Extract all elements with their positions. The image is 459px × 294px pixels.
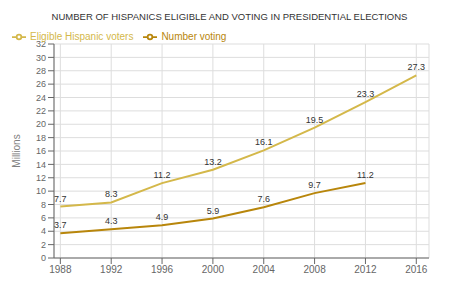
svg-text:26: 26 bbox=[36, 79, 46, 89]
svg-text:1992: 1992 bbox=[100, 264, 123, 275]
svg-text:8.3: 8.3 bbox=[105, 189, 118, 199]
svg-text:2012: 2012 bbox=[354, 264, 377, 275]
svg-text:18: 18 bbox=[36, 133, 46, 143]
svg-text:23.3: 23.3 bbox=[357, 89, 375, 99]
svg-text:32: 32 bbox=[36, 39, 46, 49]
svg-text:4.3: 4.3 bbox=[105, 216, 118, 226]
svg-text:1988: 1988 bbox=[49, 264, 72, 275]
svg-text:4.9: 4.9 bbox=[156, 212, 169, 222]
svg-text:2000: 2000 bbox=[202, 264, 225, 275]
svg-text:2004: 2004 bbox=[253, 264, 276, 275]
svg-text:30: 30 bbox=[36, 53, 46, 63]
svg-text:3.7: 3.7 bbox=[54, 220, 67, 230]
svg-text:2008: 2008 bbox=[303, 264, 326, 275]
svg-text:14: 14 bbox=[36, 160, 46, 170]
svg-text:1996: 1996 bbox=[151, 264, 174, 275]
svg-text:0: 0 bbox=[41, 253, 46, 263]
svg-text:6: 6 bbox=[41, 213, 46, 223]
svg-text:12: 12 bbox=[36, 173, 46, 183]
svg-text:8: 8 bbox=[41, 200, 46, 210]
svg-text:4: 4 bbox=[41, 226, 46, 236]
svg-text:16: 16 bbox=[36, 146, 46, 156]
svg-text:19.5: 19.5 bbox=[306, 115, 324, 125]
svg-text:11.2: 11.2 bbox=[154, 170, 171, 180]
svg-text:Millions: Millions bbox=[11, 134, 22, 167]
svg-text:27.3: 27.3 bbox=[408, 62, 426, 72]
svg-text:22: 22 bbox=[36, 106, 46, 116]
svg-text:16.1: 16.1 bbox=[255, 137, 273, 147]
svg-text:2016: 2016 bbox=[405, 264, 428, 275]
svg-text:7.6: 7.6 bbox=[257, 194, 270, 204]
html-text:Number voting: Number voting bbox=[161, 30, 227, 42]
svg-text:7.7: 7.7 bbox=[54, 194, 67, 204]
svg-text:9.7: 9.7 bbox=[308, 180, 321, 190]
svg-text:20: 20 bbox=[36, 119, 46, 129]
svg-text:2: 2 bbox=[41, 240, 46, 250]
svg-text:10: 10 bbox=[36, 186, 46, 196]
svg-text:5.9: 5.9 bbox=[207, 206, 220, 216]
svg-text:28: 28 bbox=[36, 66, 46, 76]
html-text:NUMBER OF HISPANICS ELIGIBLE A: NUMBER OF HISPANICS ELIGIBLE AND VOTING … bbox=[51, 11, 408, 22]
svg-text:11.2: 11.2 bbox=[357, 170, 374, 180]
html-text:Eligible Hispanic voters: Eligible Hispanic voters bbox=[30, 30, 134, 42]
svg-text:13.2: 13.2 bbox=[204, 157, 222, 167]
svg-text:24: 24 bbox=[36, 93, 46, 103]
